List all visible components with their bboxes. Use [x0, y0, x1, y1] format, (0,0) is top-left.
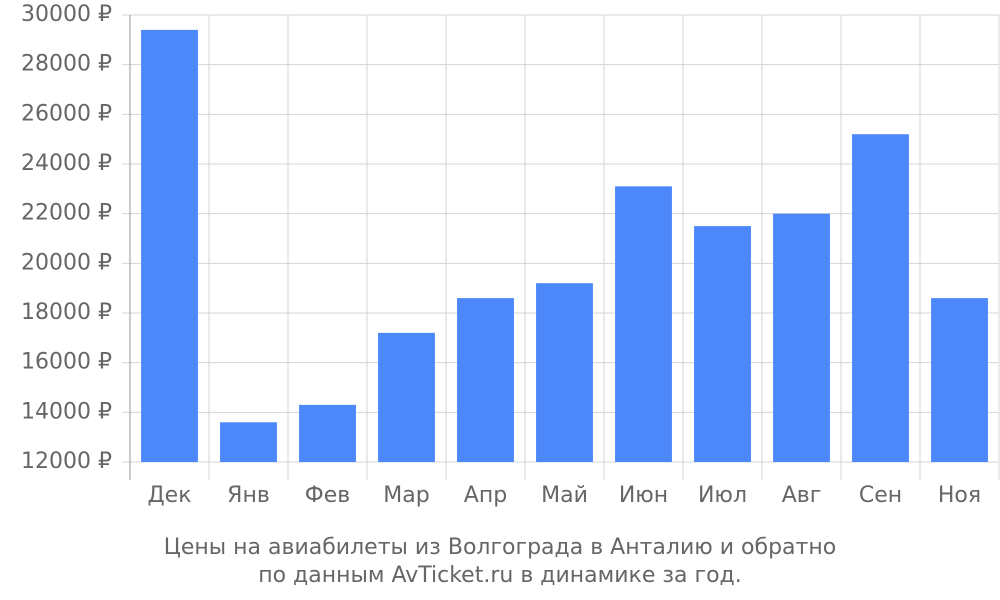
y-tick-label: 12000 ₽: [21, 449, 112, 474]
x-tick-label: Ноя: [938, 483, 981, 508]
x-tick-label: Июн: [619, 483, 668, 508]
x-tick-label: Май: [541, 483, 588, 508]
y-tick-label: 18000 ₽: [21, 300, 112, 325]
caption: по данным AvTicket.ru в динамике за год.: [258, 563, 742, 588]
y-tick-label: 28000 ₽: [21, 52, 112, 77]
bar: [694, 226, 751, 462]
bar: [457, 298, 514, 462]
bar: [931, 298, 988, 462]
bar: [852, 134, 909, 462]
x-tick-label: Мар: [383, 483, 429, 508]
x-tick-label: Апр: [464, 483, 507, 508]
caption: Цены на авиабилеты из Волгограда в Антал…: [164, 535, 836, 560]
bar: [773, 213, 830, 462]
y-tick-label: 14000 ₽: [21, 399, 112, 424]
x-tick-label: Дек: [147, 483, 191, 508]
bar: [536, 283, 593, 462]
bar: [299, 404, 356, 462]
x-tick-label: Июл: [698, 483, 747, 508]
x-tick-label: Янв: [227, 483, 270, 508]
bar: [615, 186, 672, 462]
bar: [220, 422, 277, 462]
bar: [141, 29, 198, 463]
y-tick-label: 30000 ₽: [21, 2, 112, 27]
y-tick-label: 24000 ₽: [21, 151, 112, 176]
y-tick-label: 20000 ₽: [21, 250, 112, 275]
y-tick-label: 16000 ₽: [21, 350, 112, 375]
bar: [378, 332, 435, 462]
y-tick-label: 26000 ₽: [21, 101, 112, 126]
x-tick-label: Фев: [305, 483, 350, 508]
y-tick-label: 22000 ₽: [21, 201, 112, 226]
x-tick-label: Сен: [859, 483, 902, 508]
x-tick-label: Авг: [782, 483, 822, 508]
